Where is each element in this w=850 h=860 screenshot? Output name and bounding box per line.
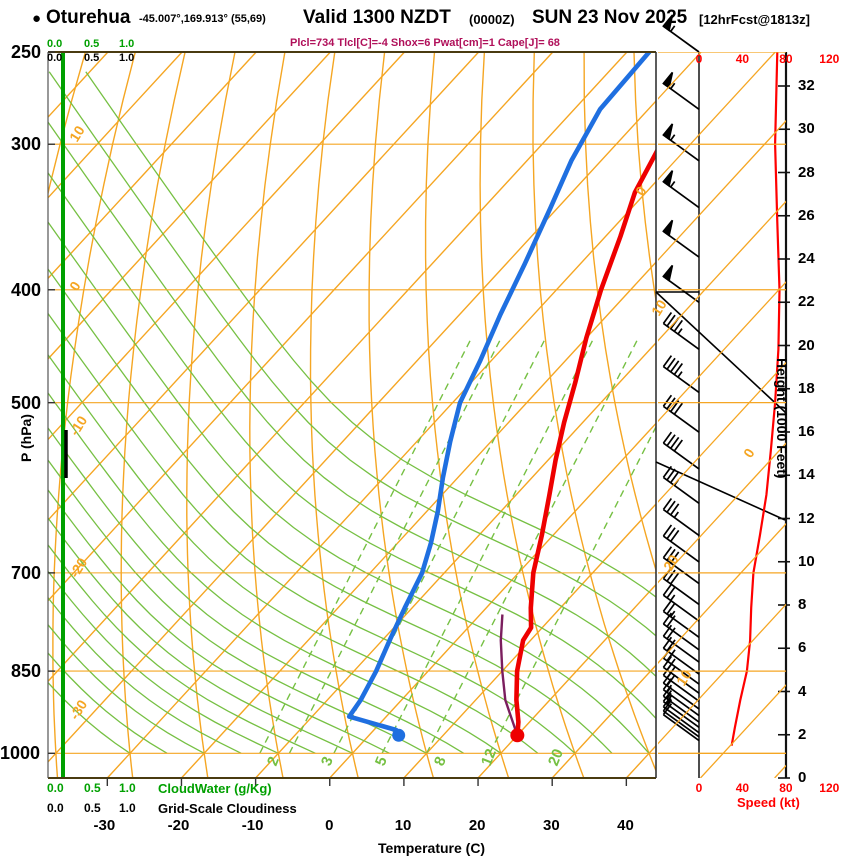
cloudwater-top-tick-2: 1.0 xyxy=(119,38,135,50)
cloudwater-bottom-tick-2: 1.0 xyxy=(119,781,136,795)
surface-temperature-marker xyxy=(510,728,525,743)
cloudiness-top-tick-0: 0.0 xyxy=(47,52,63,64)
forecast-tag: [12hrFcst@1813z] xyxy=(699,12,810,27)
pressure-label-500: 500 xyxy=(11,392,42,413)
speed-bottom-label-120: 120 xyxy=(819,781,840,795)
height-label-22: 22 xyxy=(798,293,815,311)
height-label-16: 16 xyxy=(798,423,815,440)
cloudiness-legend-label: Grid-Scale Cloudiness xyxy=(158,801,297,816)
height-label-4: 4 xyxy=(798,682,807,700)
cloudwater-bottom-tick-1: 0.5 xyxy=(84,781,101,795)
moist-adiabat-lines xyxy=(48,71,656,754)
pressure-axis-title: P (hPa) xyxy=(18,414,34,462)
barb-panel-diagonal-lower xyxy=(655,461,786,521)
temperature-label-40: 40 xyxy=(617,817,634,834)
cloudiness-bottom-tick-0: 0.0 xyxy=(47,801,64,815)
cloudiness-top-tick-1: 0.5 xyxy=(84,52,100,64)
profile-curves xyxy=(346,52,656,743)
parcel-trajectory-curve xyxy=(499,614,519,736)
height-label-24: 24 xyxy=(798,250,815,267)
station-coords: -45.007°,169.913° (55,69) xyxy=(139,13,266,25)
wind-speed-curve xyxy=(730,51,781,746)
isobar-lines xyxy=(48,52,656,754)
height-label-12: 12 xyxy=(798,509,815,527)
pressure-ticks xyxy=(48,51,55,755)
skewt-grid xyxy=(48,52,656,778)
speed-top-label-40: 40 xyxy=(735,52,750,66)
temperature-label--30: -30 xyxy=(93,817,116,834)
height-label-20: 20 xyxy=(798,336,815,354)
pressure-label-1000: 1000 xyxy=(0,743,41,764)
temperature-label-10: 10 xyxy=(394,817,412,834)
pressure-label-400: 400 xyxy=(11,279,42,300)
speed-bottom-label-80: 80 xyxy=(779,781,793,795)
plot-background xyxy=(48,52,656,778)
height-label-2: 2 xyxy=(798,725,807,743)
station-name: Oturehua xyxy=(46,7,131,28)
speed-top-label-80: 80 xyxy=(779,52,793,66)
temperature-label-20: 20 xyxy=(468,817,486,834)
temperature-label--10: -10 xyxy=(241,817,264,834)
barb-panel-diagonal-upper xyxy=(655,291,786,413)
height-label-6: 6 xyxy=(798,639,807,657)
height-label-14: 14 xyxy=(798,466,815,484)
height-label-8: 8 xyxy=(798,596,807,613)
height-label-26: 26 xyxy=(798,206,815,224)
temperature-label--20: -20 xyxy=(167,817,190,834)
temperature-curve xyxy=(514,148,656,738)
height-label-30: 30 xyxy=(798,120,815,138)
temperature-label-30: 30 xyxy=(542,817,560,834)
pressure-label-850: 850 xyxy=(11,661,42,682)
height-label-0: 0 xyxy=(798,769,807,786)
height-label-32: 32 xyxy=(798,77,815,94)
valid-utc: (0000Z) xyxy=(469,12,515,27)
stability-stats: Plcl=734 Tlcl[C]=-4 Shox=6 Pwat[cm]=1 Ca… xyxy=(290,37,560,49)
mixing-ratio-lines xyxy=(259,337,656,754)
cloudwater-legend-label: CloudWater (g/Kg) xyxy=(158,781,272,796)
speed-bottom-label-40: 40 xyxy=(735,781,750,795)
temperature-ticks xyxy=(106,778,628,786)
pressure-label-700: 700 xyxy=(11,562,42,583)
valid-date: SUN 23 Nov 2025 xyxy=(532,7,688,28)
cloudiness-bottom-tick-1: 0.5 xyxy=(84,801,101,815)
temperature-label-0: 0 xyxy=(325,817,334,834)
speed-bottom-label-0: 0 xyxy=(695,781,703,795)
cloudwater-top-tick-0: 0.0 xyxy=(47,38,63,50)
cloudiness-bottom-tick-2: 1.0 xyxy=(119,801,136,815)
pressure-label-250: 250 xyxy=(11,42,42,62)
pressure-label-300: 300 xyxy=(11,134,42,155)
cloudwater-bottom-tick-0: 0.0 xyxy=(47,781,64,795)
speed-axis-title: Speed (kt) xyxy=(737,795,800,810)
wind-barbs xyxy=(662,14,700,742)
dewpoint-curve xyxy=(346,52,652,733)
height-label-10: 10 xyxy=(798,552,815,570)
right-panel-grid xyxy=(658,52,786,778)
height-label-18: 18 xyxy=(798,379,815,397)
speed-top-label-0: 0 xyxy=(695,52,703,66)
cloudwater-top-tick-1: 0.5 xyxy=(84,38,100,50)
surface-dewpoint-marker xyxy=(392,728,406,742)
speed-top-label-120: 120 xyxy=(819,52,840,66)
height-label-28: 28 xyxy=(798,163,815,181)
isotherm-lines xyxy=(48,52,656,778)
valid-time: Valid 1300 NZDT xyxy=(303,7,451,28)
height-axis-title: Height (1000 Feet) xyxy=(774,358,790,479)
cloudiness-top-tick-2: 1.0 xyxy=(119,52,135,64)
station-bullet-icon: ● xyxy=(32,10,42,27)
height-ticks xyxy=(778,85,790,779)
temperature-axis-title: Temperature (C) xyxy=(378,840,486,856)
